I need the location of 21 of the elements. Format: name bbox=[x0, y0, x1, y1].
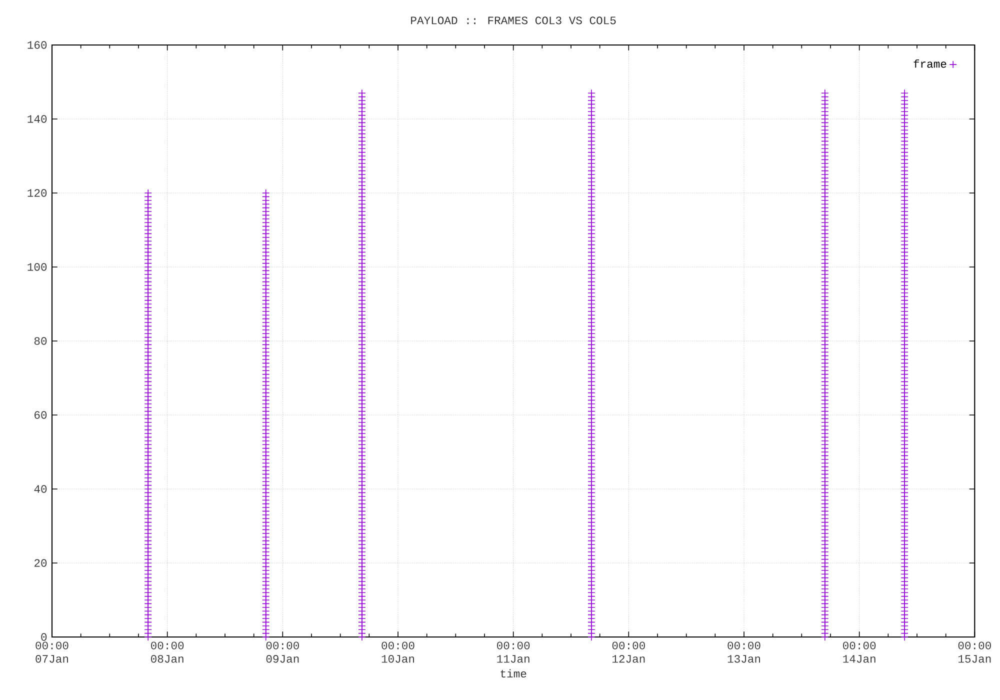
x-axis-title: time bbox=[500, 669, 526, 678]
y-tick-label: 80 bbox=[34, 337, 47, 345]
x-tick-label: 00:00 12Jan bbox=[612, 642, 645, 663]
y-tick-label: 100 bbox=[28, 263, 47, 271]
x-tick-label: 00:00 08Jan bbox=[151, 642, 184, 663]
x-tick-label: 00:00 14Jan bbox=[843, 642, 876, 663]
x-tick-label: 00:00 13Jan bbox=[728, 642, 760, 663]
chart-title: PAYLOAD :: FRAMES COL3 VS COL5 bbox=[411, 16, 616, 24]
y-tick-label: 20 bbox=[34, 559, 47, 567]
legend-label: frame bbox=[914, 59, 946, 68]
y-tick-label: 60 bbox=[34, 411, 47, 419]
y-tick-label: 40 bbox=[34, 485, 47, 493]
y-tick-label: 140 bbox=[28, 115, 47, 123]
x-tick-label: 00:00 15Jan bbox=[958, 642, 991, 663]
x-tick-label: 00:00 10Jan bbox=[382, 642, 414, 663]
y-tick-label: 0 bbox=[41, 633, 47, 641]
y-tick-label: 160 bbox=[28, 41, 47, 49]
y-tick-label: 120 bbox=[28, 189, 47, 197]
x-tick-label: 00:00 07Jan bbox=[36, 642, 68, 663]
x-tick-label: 00:00 09Jan bbox=[266, 642, 299, 663]
x-tick-label: 00:00 11Jan bbox=[497, 642, 530, 663]
